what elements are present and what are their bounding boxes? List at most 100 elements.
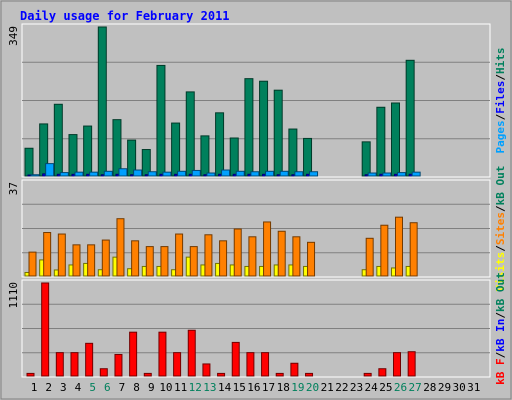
day-label-22: 22: [335, 381, 348, 394]
bar-sites-day-8: [131, 240, 140, 277]
bar-kb-f-day-8: [129, 331, 138, 377]
day-label-6: 6: [104, 381, 111, 394]
axis-label-part: Pages: [494, 120, 507, 153]
bar-pages-day-8: [133, 169, 143, 177]
day-label-13: 13: [203, 381, 216, 394]
bar-pages-day-10: [162, 171, 172, 177]
bar-sites-day-27: [409, 222, 418, 277]
bar-sites-day-19: [292, 236, 301, 277]
bar-kb-f-day-1: [26, 372, 35, 377]
bar-kb-f-day-18: [275, 372, 284, 377]
day-label-12: 12: [189, 381, 202, 394]
chart-title: Daily usage for February 2011: [20, 9, 230, 23]
axis-label-part: kB Out: [494, 166, 507, 206]
bar-kb-f-day-26: [393, 352, 401, 377]
bar-sites-day-4: [72, 244, 81, 277]
bar-hits-day-13: [200, 135, 210, 177]
bar-sites-day-13: [204, 234, 213, 277]
bar-sites-day-15: [233, 228, 242, 277]
bar-kb-f-day-9: [143, 372, 152, 377]
axis-label-part: kB In: [494, 319, 507, 352]
bar-pages-day-16: [250, 171, 260, 177]
bar-kb-f-day-17: [261, 352, 270, 377]
bar-hits-day-26: [391, 102, 400, 177]
axis-label-part: /: [494, 245, 507, 252]
bar-pages-day-25: [382, 172, 392, 177]
day-label-30: 30: [453, 381, 466, 394]
day-label-4: 4: [75, 381, 82, 394]
axis-label-part: Hits: [494, 48, 507, 75]
bar-sites-day-1: [28, 251, 37, 277]
bar-pages-day-27: [411, 171, 421, 177]
day-label-8: 8: [133, 381, 140, 394]
bar-pages-day-17: [265, 170, 275, 177]
axis-label-part: kB Out: [494, 272, 507, 312]
bar-pages-day-9: [147, 171, 157, 177]
bar-pages-day-5: [89, 171, 99, 177]
day-label-3: 3: [60, 381, 67, 394]
bar-pages-day-15: [235, 170, 245, 177]
bar-kb-f-day-12: [187, 329, 196, 377]
bar-kb-f-day-2: [41, 282, 50, 377]
day-label-15: 15: [233, 381, 246, 394]
series-axis-label: kB F/kB In/kB Out: [494, 272, 507, 385]
day-label-11: 11: [174, 381, 187, 394]
bar-sites-day-20: [307, 241, 316, 277]
bar-pages-day-14: [221, 169, 231, 177]
bar-kb-f-day-24: [363, 372, 372, 377]
day-label-25: 25: [379, 381, 392, 394]
day-label-27: 27: [409, 381, 422, 394]
bar-pages-day-11: [177, 170, 187, 177]
bar-sites-day-18: [277, 230, 286, 277]
day-label-21: 21: [321, 381, 334, 394]
bar-hits-day-20: [303, 137, 313, 177]
bar-hits-day-1: [24, 147, 34, 177]
bar-kb-f-day-13: [202, 363, 211, 377]
bar-pages-day-24: [367, 172, 377, 177]
bar-hits-day-11: [171, 122, 181, 177]
bar-hits-day-17: [259, 80, 269, 177]
day-label-24: 24: [365, 381, 379, 394]
bar-kb-f-day-6: [99, 368, 108, 377]
bar-sites-day-16: [248, 236, 257, 277]
bar-kb-f-day-20: [305, 372, 314, 377]
axis-label-part: Sites: [494, 212, 507, 245]
axis-label-part: /: [494, 113, 507, 120]
day-label-29: 29: [438, 381, 451, 394]
axis-label-part: /: [494, 351, 507, 358]
bar-kb-f-day-3: [55, 352, 64, 377]
series-axis-label: Pages/Files/Hits: [494, 48, 507, 154]
bar-hits-day-24: [361, 141, 371, 177]
bar-hits-day-12: [185, 91, 195, 177]
bar-kb-f-day-19: [290, 362, 299, 377]
bar-kb-f-day-5: [85, 342, 94, 377]
bar-sites-day-17: [263, 221, 272, 277]
bar-hits-day-6: [97, 26, 107, 177]
day-label-9: 9: [148, 381, 155, 394]
day-label-1: 1: [31, 381, 38, 394]
bar-hits-day-10: [156, 64, 166, 177]
bar-sites-day-6: [101, 239, 110, 277]
bar-kb-f-day-11: [173, 352, 182, 377]
day-label-20: 20: [306, 381, 319, 394]
bar-sites-day-24: [365, 237, 374, 277]
axis-label-part: /: [494, 312, 507, 319]
axis-label-part: Files: [494, 81, 507, 114]
bar-kb-f-day-7: [114, 353, 123, 377]
bar-hits-day-15: [229, 137, 239, 177]
bar-sites-day-25: [380, 224, 389, 277]
bar-sites-day-14: [219, 240, 228, 277]
bar-sites-day-2: [43, 232, 52, 277]
scale-max-label: 37: [7, 182, 20, 195]
bar-sites-day-9: [145, 246, 154, 277]
bar-kb-f-day-10: [158, 331, 167, 377]
bar-pages-day-1: [30, 174, 40, 177]
bar-pages-day-26: [397, 172, 406, 177]
bar-sites-day-12: [189, 246, 198, 277]
bar-hits-day-7: [112, 119, 122, 177]
bar-pages-day-20: [309, 171, 319, 177]
day-label-7: 7: [119, 381, 126, 394]
